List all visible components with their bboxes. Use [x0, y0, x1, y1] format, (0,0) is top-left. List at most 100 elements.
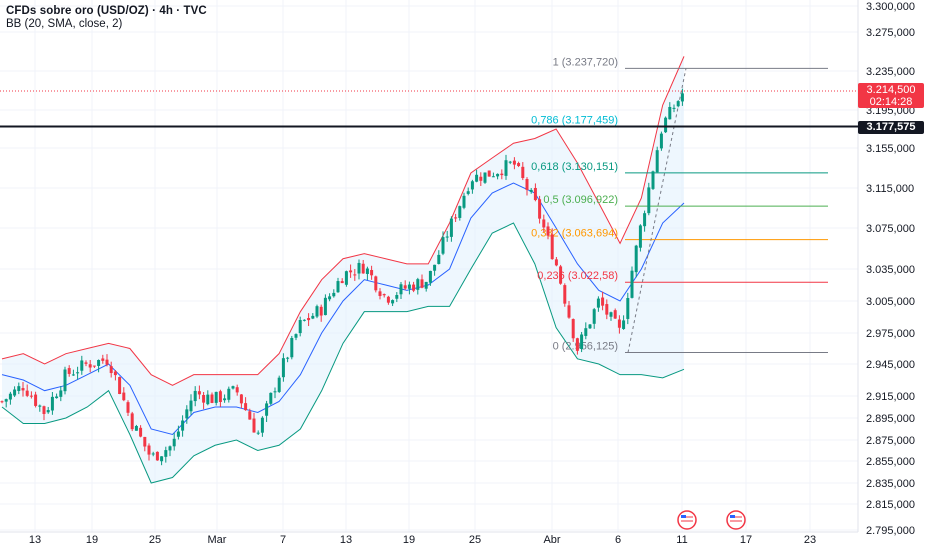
candle-up	[588, 324, 592, 329]
candle-up	[214, 391, 218, 403]
candle-up	[273, 391, 277, 393]
candle-down	[601, 297, 605, 306]
y-tick-label: 3.275,000	[866, 27, 915, 39]
fib-trend-line	[627, 68, 687, 353]
candle-up	[433, 264, 437, 271]
candle-up	[676, 101, 680, 107]
candle-down	[21, 388, 25, 391]
y-tick-label: 2.795,000	[866, 525, 915, 537]
candle-down	[109, 366, 113, 374]
candle-up	[63, 369, 67, 392]
candle-down	[412, 284, 416, 291]
candle-down	[42, 406, 46, 414]
candle-up	[256, 432, 260, 434]
candle-up	[172, 438, 176, 447]
candle-up	[508, 161, 512, 163]
candle-up	[315, 306, 319, 317]
candle-up	[424, 281, 428, 289]
candle-down	[248, 411, 252, 420]
candle-up	[97, 360, 101, 366]
candle-up	[529, 189, 533, 192]
candle-up	[277, 377, 281, 392]
candle-up	[592, 309, 596, 324]
candle-up	[290, 338, 294, 358]
x-tick-label: 25	[149, 534, 161, 546]
fib-level-label: 0,5 (3.096,922)	[543, 194, 618, 206]
candle-up	[395, 295, 399, 299]
candle-up	[655, 150, 659, 173]
candle-up	[584, 328, 588, 336]
candle-down	[239, 394, 243, 404]
candle-down	[567, 305, 571, 318]
candle-up	[437, 254, 441, 264]
fib-level-label: 0,618 (3.130,151)	[531, 161, 618, 173]
candle-down	[554, 259, 558, 266]
candle-up	[134, 425, 138, 431]
candle-down	[382, 294, 386, 296]
x-tick-label: 11	[676, 534, 687, 546]
candle-up	[164, 450, 168, 457]
candle-down	[252, 418, 256, 433]
candle-up	[181, 420, 185, 431]
candle-down	[575, 338, 579, 351]
x-tick-label: 13	[340, 534, 352, 546]
candle-down	[370, 270, 374, 276]
candle-down	[84, 362, 88, 364]
candle-up	[328, 296, 332, 300]
candle-down	[340, 281, 344, 284]
candle-up	[17, 386, 21, 391]
candle-up	[38, 405, 42, 407]
candle-up	[647, 187, 651, 214]
candle-down	[525, 179, 529, 190]
candle-up	[185, 409, 189, 419]
candle-down	[500, 173, 504, 176]
price-axis: 3.300,000 3.275,000 3.235,000 3.195,000 3.15…	[866, 1, 915, 537]
y-tick-label: 3.235,000	[866, 66, 915, 78]
candle-down	[349, 270, 353, 273]
candle-up	[193, 390, 197, 402]
y-tick-label: 2.895,000	[866, 413, 915, 425]
candle-up	[638, 225, 642, 248]
y-tick-label: 2.855,000	[866, 456, 915, 468]
last-price-value: 3.214,500	[866, 84, 916, 96]
y-tick-label: 3.005,000	[866, 296, 915, 308]
candle-up	[8, 393, 12, 400]
candle-up	[4, 399, 8, 402]
candle-down	[550, 234, 554, 260]
candle-up	[76, 372, 80, 374]
y-tick-label: 2.915,000	[866, 391, 915, 403]
time-axis: 13 19 25 Mar 7 13 19 25 Abr 6 11 17 23	[29, 534, 816, 546]
price-lines	[0, 90, 858, 128]
horizontal-line-price-badge[interactable]: 3.177,575	[858, 121, 924, 134]
candle-down	[563, 285, 567, 304]
candle-down	[88, 364, 92, 368]
candle-down	[130, 413, 134, 430]
x-tick-label: 17	[740, 534, 752, 546]
candle-down	[521, 166, 525, 179]
candle-down	[25, 390, 29, 396]
x-tick-label: 7	[280, 534, 286, 546]
candle-up	[189, 400, 193, 412]
candle-up	[391, 300, 395, 304]
candle-down	[374, 276, 378, 291]
candle-down	[353, 274, 357, 276]
candle-up	[294, 334, 298, 338]
candle-down	[202, 395, 206, 403]
x-tick-label: 19	[403, 534, 415, 546]
candle-up	[596, 298, 600, 308]
candle-up	[168, 446, 172, 451]
candle-down	[235, 387, 239, 393]
candle-up	[323, 297, 327, 316]
candle-down	[139, 427, 143, 437]
candle-up	[231, 386, 235, 389]
indicator-legend[interactable]: BB (20, SMA, close, 2)	[6, 18, 123, 30]
candle-up	[491, 176, 495, 178]
candle-down	[319, 306, 323, 316]
candle-down	[517, 163, 521, 167]
candle-up	[428, 270, 432, 283]
x-tick-label: 23	[804, 534, 816, 546]
x-tick-label: Mar	[208, 534, 227, 546]
candle-up	[302, 319, 306, 321]
x-tick-label: Abr	[543, 534, 560, 546]
